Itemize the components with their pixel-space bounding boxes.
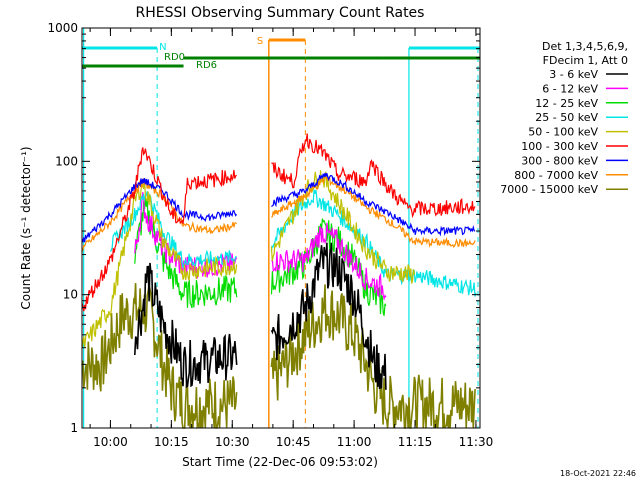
- legend-label-3: 25 - 50 keV: [535, 111, 598, 124]
- legend-header-1: FDecim 1, Att 0: [543, 54, 628, 67]
- y-tick-label: 10: [63, 288, 78, 302]
- legend: Det 1,3,4,5,6,9,FDecim 1, Att 03 - 6 keV…: [500, 40, 628, 196]
- legend-label-0: 3 - 6 keV: [549, 68, 598, 81]
- legend-label-5: 100 - 300 keV: [521, 140, 598, 153]
- series-line-4: [81, 170, 415, 349]
- legend-label-6: 300 - 800 keV: [521, 154, 598, 167]
- x-tick-label: 11:30: [459, 435, 494, 449]
- legend-header-0: Det 1,3,4,5,6,9,: [542, 40, 628, 53]
- series-line-0: [134, 242, 387, 390]
- series-layer: [81, 133, 477, 430]
- legend-label-7: 800 - 7000 keV: [514, 169, 598, 182]
- legend-label-1: 6 - 12 keV: [542, 82, 598, 95]
- legend-label-8: 7000 - 15000 keV: [500, 183, 598, 196]
- series-line-8: [81, 283, 476, 430]
- chart-title: RHESSI Observing Summary Count Rates: [136, 5, 425, 21]
- series-line-7: [81, 176, 476, 253]
- timestamp: 18-Oct-2021 22:46: [560, 469, 636, 478]
- series-line-6: [81, 172, 476, 243]
- series-line-5: [81, 133, 476, 312]
- night-flag-label: N: [159, 42, 166, 53]
- x-tick-label: 11:00: [337, 435, 372, 449]
- saa-flag-label: S: [257, 36, 263, 47]
- y-tick-label: 1000: [47, 21, 78, 35]
- x-tick-label: 11:15: [398, 435, 433, 449]
- x-tick-label: 10:30: [215, 435, 250, 449]
- x-axis: 10:00 10:15 10:30 10:45 11:00 11:15 11:30: [89, 28, 494, 449]
- x-tick-label: 10:00: [93, 435, 128, 449]
- x-tick-label: 10:15: [154, 435, 189, 449]
- x-axis-label: Start Time (22-Dec-06 09:53:02): [182, 455, 378, 469]
- legend-label-2: 12 - 25 keV: [535, 97, 598, 110]
- y-axis-label: Count Rate (s⁻¹ detector⁻¹): [19, 146, 33, 309]
- y-axis: 1 10 100 1000: [47, 21, 480, 435]
- y-tick-label: 100: [55, 154, 78, 168]
- series-line-1: [134, 192, 387, 301]
- y-tick-label: 1: [70, 421, 78, 435]
- rd0-flag-label: RD0: [164, 52, 185, 63]
- rd6-flag-label: RD6: [196, 60, 217, 71]
- plot-frame: [81, 27, 481, 429]
- legend-label-4: 50 - 100 keV: [528, 126, 598, 139]
- x-tick-label: 10:45: [276, 435, 311, 449]
